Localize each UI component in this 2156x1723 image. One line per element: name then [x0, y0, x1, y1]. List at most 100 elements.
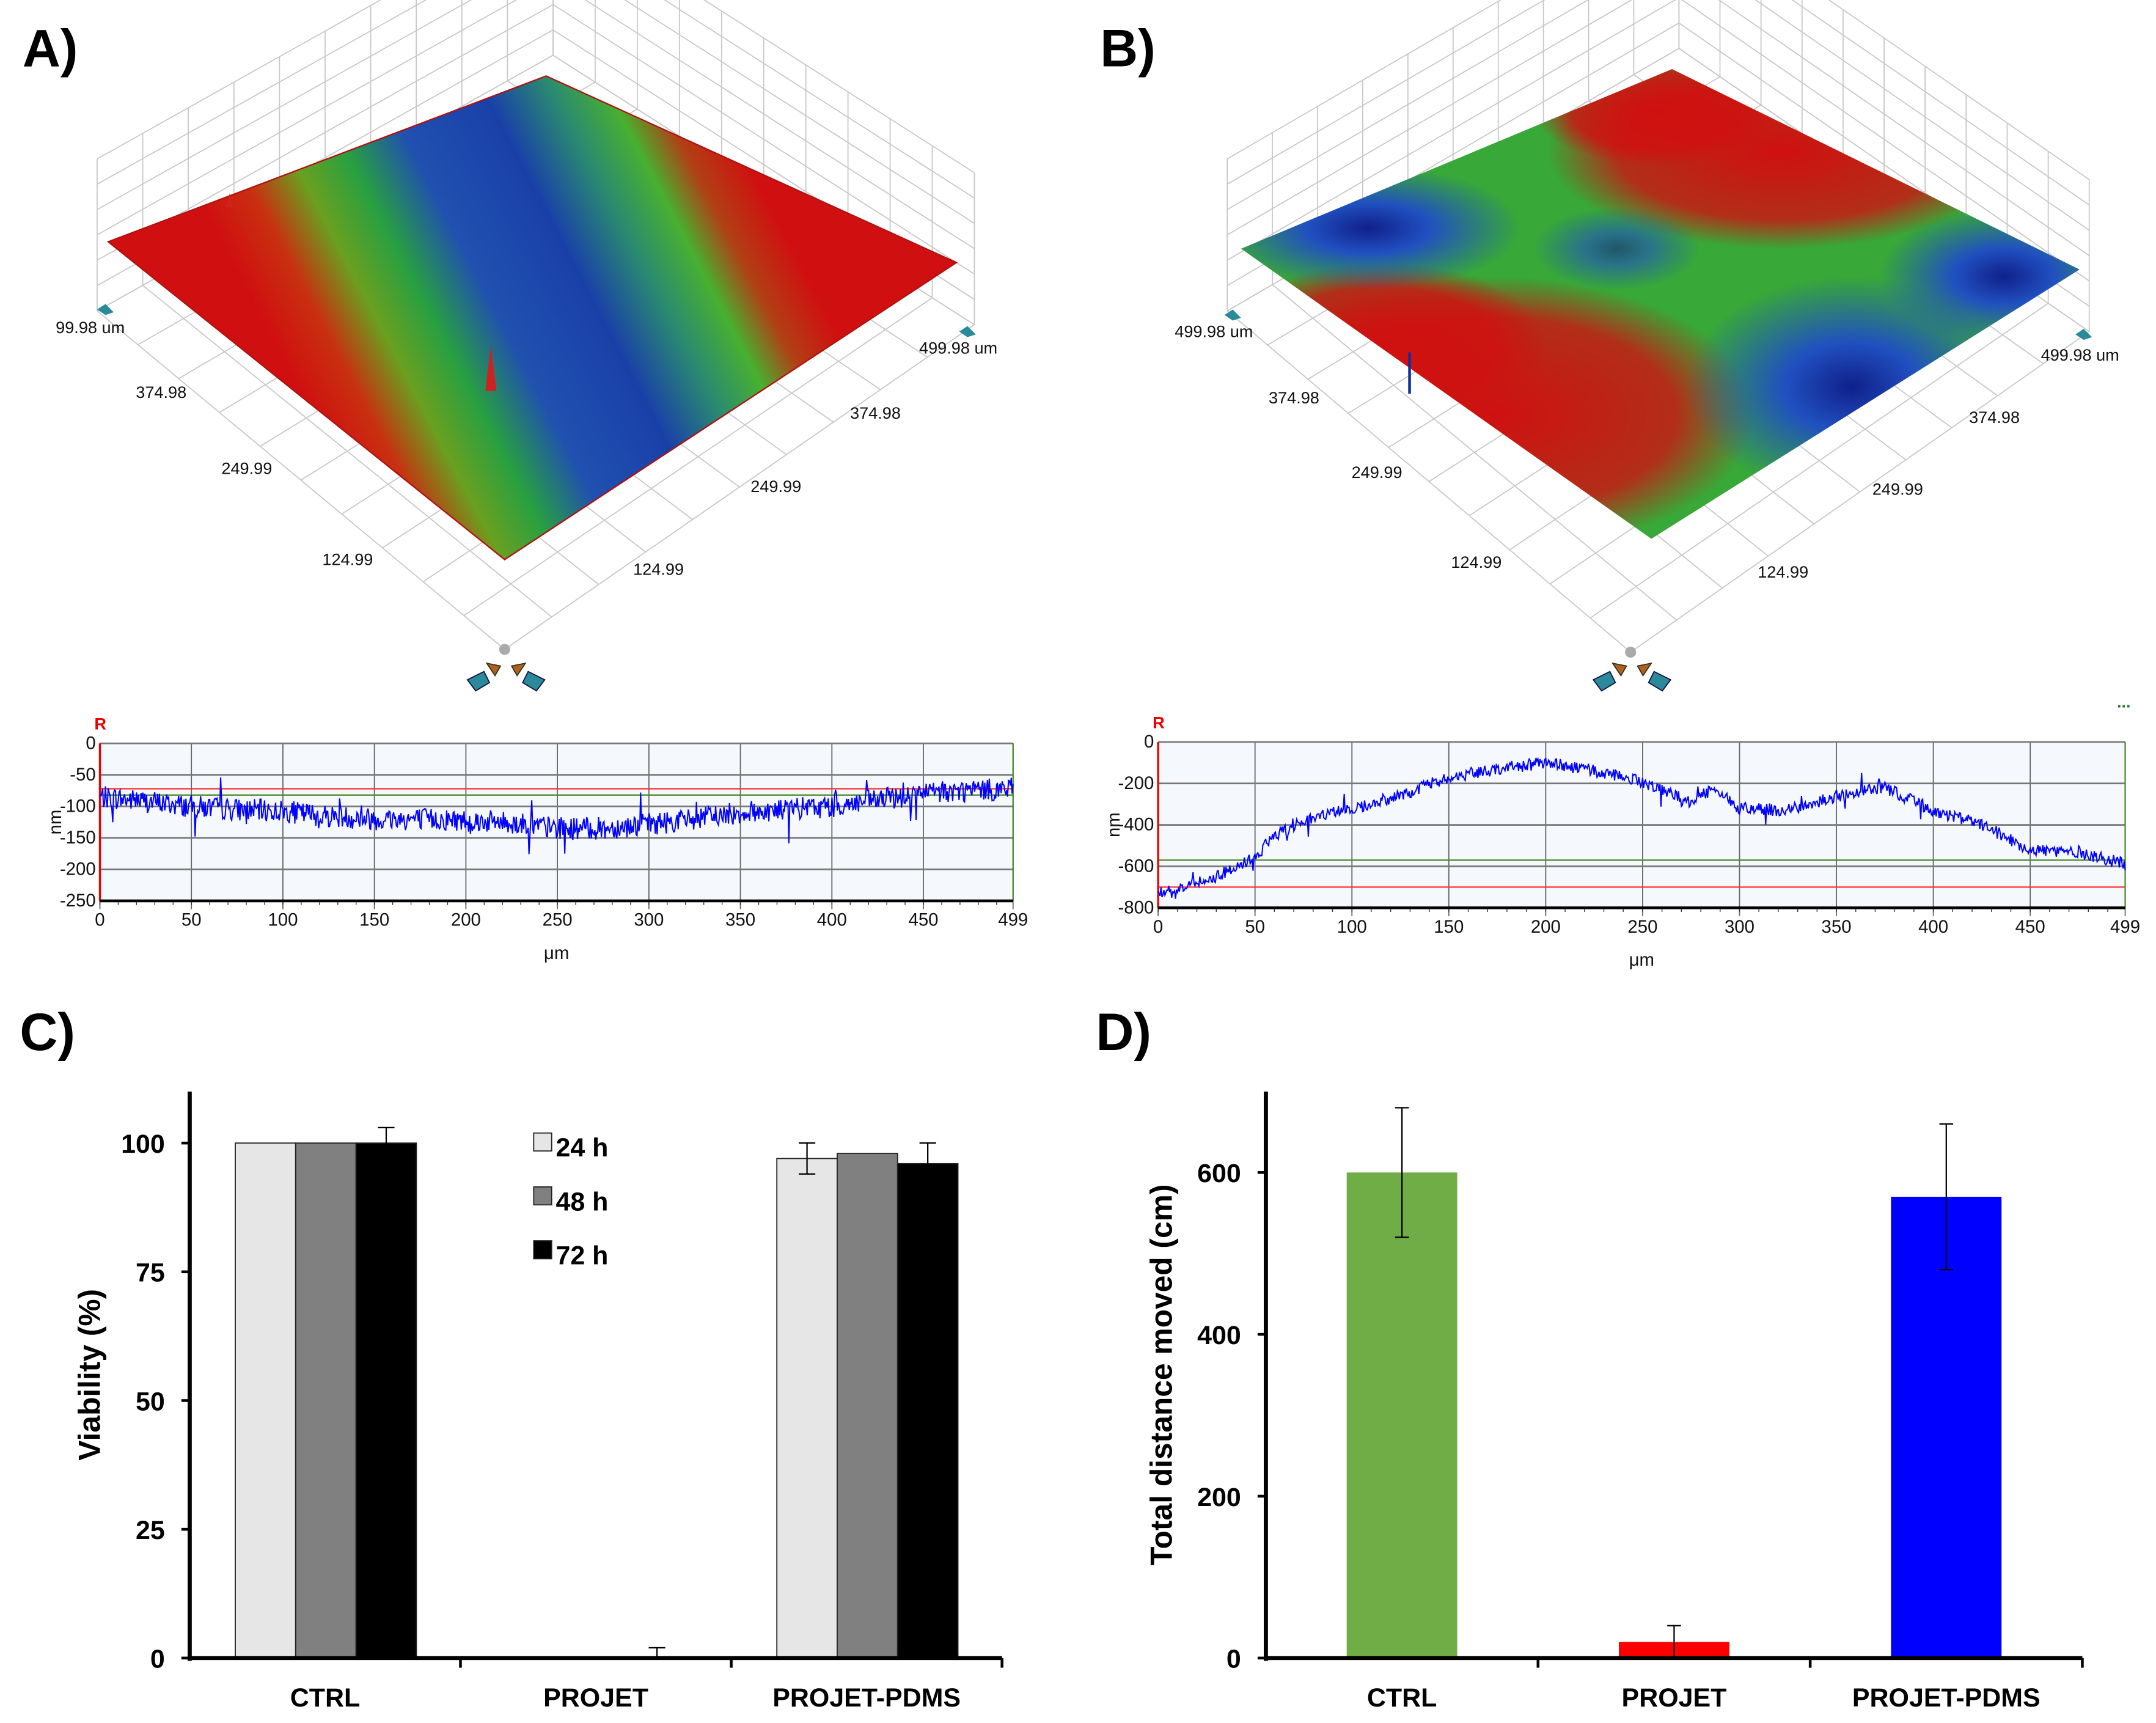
surface-spike [226, 193, 233, 208]
bar-ctrl [1346, 1172, 1458, 1658]
grid-line [97, 0, 518, 236]
y-tick-label: -50 [70, 765, 95, 785]
x-tick-label: 450 [909, 910, 939, 930]
y-tick-label: 600 [1197, 1159, 1241, 1188]
legend-swatch [533, 1240, 552, 1260]
arrow-brown-shape [1611, 662, 1627, 677]
x-tick-label: 200 [451, 910, 481, 930]
viability-bar-chart: 0 25 50 75 100 CTRL PROJET PROJET-PDMS Viability… [72, 1091, 1003, 1713]
grid-line [1226, 0, 1590, 210]
profile-chart-b: 0 50 100 150 200 250 300 350 400 450 499 0 -200 -400 -… [1104, 713, 2140, 970]
x-tick-label: 250 [1627, 917, 1657, 937]
grid-line [1226, 0, 1502, 160]
axis-label: 124.99 [1758, 562, 1808, 581]
marker-label: R [1153, 713, 1165, 732]
panel-label-b: B) [1100, 20, 1156, 78]
x-tick-label: 499 [2110, 917, 2140, 937]
legend-label: 72 h [556, 1241, 608, 1270]
y-axis-label: nm [45, 810, 65, 835]
arrow-brown-shape [1637, 662, 1653, 677]
category-label: PROJET-PDMS [772, 1683, 961, 1713]
grid-line [584, 0, 975, 249]
axis-handle-icon [959, 326, 976, 337]
axis-label: 374.98 [136, 383, 186, 402]
y-tick-label: -800 [1118, 897, 1154, 917]
x-tick-label: 0 [1153, 917, 1163, 937]
profile-line [1157, 757, 2126, 899]
y-tick-label: -400 [1118, 815, 1154, 835]
y-tick-label: 200 [1197, 1483, 1241, 1512]
x-tick-label: 400 [817, 910, 847, 930]
arrow-teal-shape [522, 670, 546, 692]
grid-line [1590, 303, 2049, 619]
axis-label: 124.99 [633, 559, 684, 578]
y-tick-label: 0 [86, 733, 95, 753]
grid-line [504, 324, 975, 650]
x-tick-label: 150 [359, 910, 389, 930]
axis-label: 249.99 [750, 477, 801, 496]
grid-line [552, 4, 975, 275]
x-tick-label: 300 [1725, 917, 1755, 937]
axis-label: 499.98 um [1175, 322, 1253, 341]
grid-line [1226, 0, 1676, 261]
x-tick-label: 100 [268, 910, 298, 930]
y-tick-label: -200 [1118, 773, 1154, 793]
y-tick-label: 50 [136, 1387, 165, 1416]
axis-label: 249.99 [1352, 463, 1402, 482]
grid-line [1226, 0, 1633, 236]
axis-label: 249.99 [221, 458, 272, 477]
rotate-arrow-icon[interactable] [1592, 662, 1627, 692]
axis-label: 499.98 um [2041, 345, 2119, 364]
grid-line [463, 297, 933, 616]
bar-48h [295, 1142, 357, 1659]
grid-line [1681, 0, 2090, 282]
y-tick-label: -200 [60, 859, 96, 879]
x-tick-label: 0 [95, 910, 105, 930]
legend-label: 48 h [556, 1187, 608, 1216]
axis-label: 499.98 um [919, 339, 997, 358]
grid-line [663, 0, 975, 199]
x-tick-label: 350 [725, 910, 755, 930]
panel-label-d: D) [1096, 1003, 1151, 1062]
corner-mark: ... [2117, 692, 2131, 711]
category-label: CTRL [1367, 1683, 1437, 1713]
legend-label: 24 h [556, 1133, 608, 1163]
grid-line [1828, 0, 2090, 180]
arrow-brown-shape [510, 662, 527, 677]
y-tick-label: -150 [60, 828, 96, 848]
category-label: CTRL [290, 1683, 360, 1713]
rotate-arrow-icon[interactable] [466, 662, 502, 692]
axis-label: 374.98 [850, 403, 901, 422]
y-axis-label: Viability (%) [72, 1289, 106, 1461]
x-tick-label: 350 [1822, 917, 1852, 937]
y-tick-label: -600 [1118, 856, 1154, 876]
x-axis-label: μm [1629, 950, 1654, 970]
arrow-teal-shape [1592, 670, 1616, 692]
axis-handle-icon [1224, 309, 1241, 321]
distance-bar-chart: 0 200 400 600 CTRL PROJET PROJET-PDMS Total dis… [1145, 1091, 2084, 1713]
y-tick-label: 25 [136, 1516, 165, 1545]
view-rotation-controls[interactable] [97, 304, 2092, 692]
legend-swatch [533, 1186, 552, 1206]
y-tick-label: 100 [121, 1130, 165, 1159]
bar-72h [897, 1163, 959, 1659]
rotate-arrow-icon[interactable] [1637, 662, 1672, 692]
grid-line [1791, 0, 2090, 206]
axis-label: 124.99 [1451, 553, 1502, 571]
bar-24h [776, 1158, 838, 1659]
x-tick-label: 100 [1337, 917, 1367, 937]
panel-label-a: A) [23, 20, 78, 78]
category-label: PROJET [1622, 1683, 1727, 1713]
surface-topography-a [106, 75, 958, 560]
grid-line [1718, 0, 2090, 256]
axis-label: 249.99 [1872, 479, 1923, 498]
grid-line [97, 0, 472, 210]
marker-label: R [94, 715, 106, 733]
axis-label: 374.98 [1969, 408, 2020, 427]
bar-projet-pdms [1891, 1197, 2002, 1658]
grid-line [703, 0, 975, 174]
surface-spike [485, 345, 497, 391]
grid-line [1226, 0, 1546, 185]
legend-swatch [533, 1132, 552, 1152]
rotate-arrow-icon[interactable] [510, 662, 546, 692]
